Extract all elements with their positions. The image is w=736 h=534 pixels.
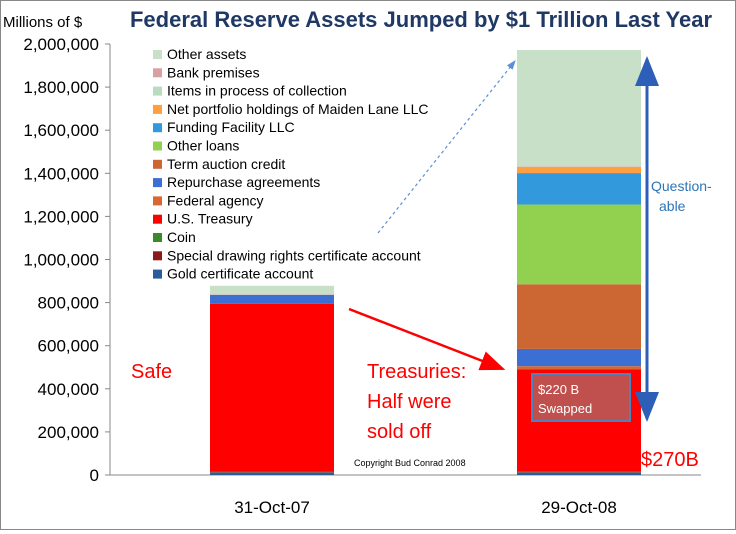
bar-segment: [517, 473, 641, 475]
annotation-safe: Safe: [131, 361, 172, 383]
y-tick-label: 1,200,000: [23, 207, 99, 226]
bar-segment: [517, 173, 641, 204]
legend-entry: Other loans: [167, 138, 239, 154]
bar-segment: [210, 304, 334, 472]
bar-segment: [517, 167, 641, 173]
annotation-treasuries-2: Half were: [367, 391, 451, 413]
legend-entry: Other assets: [167, 46, 246, 62]
annotation-treasuries-1: Treasuries:: [367, 361, 466, 383]
y-tick-label: 2,000,000: [23, 35, 99, 54]
legend-swatch: [153, 160, 162, 169]
bar-segment: [517, 205, 641, 285]
legend-entry: Coin: [167, 229, 196, 245]
bar-segment: [517, 366, 641, 369]
legend-swatch: [153, 215, 162, 224]
bar-segment: [210, 286, 334, 295]
legend: Other assets Bank premises Items in proces…: [153, 46, 429, 282]
bar-segment: [210, 473, 334, 475]
legend-swatch: [153, 87, 162, 96]
legend-swatch: [153, 68, 162, 77]
x-tick-label: 31-Oct-07: [234, 498, 310, 517]
y-tick-label: 400,000: [38, 380, 99, 399]
legend-swatch: [153, 178, 162, 187]
legend-swatch: [153, 233, 162, 242]
annotation-questionable-1: Question-: [651, 178, 712, 194]
bar-segment: [517, 349, 641, 366]
annotation-swapped-2: Swapped: [538, 401, 592, 416]
legend-swatch: [153, 196, 162, 205]
y-ticks: 0 200,000 400,000 600,000 800,000 1,000,000 1,…: [23, 35, 110, 485]
y-tick-label: 1,800,000: [23, 78, 99, 97]
chart-title: Federal Reserve Assets Jumped by $1 Tril…: [130, 7, 712, 32]
legend-swatch: [153, 142, 162, 151]
x-tick-labels: 31-Oct-07 29-Oct-08: [234, 498, 617, 517]
legend-entry: Federal agency: [167, 192, 264, 208]
y-tick-label: 800,000: [38, 294, 99, 313]
y-tick-label: 1,600,000: [23, 121, 99, 140]
y-tick-label: 1,400,000: [23, 164, 99, 183]
bar-segment: [517, 50, 641, 166]
annotation-questionable-2: able: [659, 198, 686, 214]
legend-swatch: [153, 123, 162, 132]
annotation-swapped-1: $220 B: [538, 382, 579, 397]
legend-swatch: [153, 251, 162, 260]
y-tick-label: 0: [90, 466, 99, 485]
annotation-270b: $270B: [641, 449, 699, 471]
legend-entry: Gold certificate account: [167, 266, 313, 282]
legend-swatch: [153, 105, 162, 114]
legend-entry: Items in process of collection: [167, 83, 347, 99]
arrow-treasury-drop: [349, 309, 503, 369]
legend-entry: Funding Facility LLC: [167, 119, 295, 135]
legend-swatch: [153, 50, 162, 59]
legend-entry: Special drawing rights certificate accou…: [167, 247, 421, 263]
legend-entry: U.S. Treasury: [167, 211, 253, 227]
y-tick-label: 1,000,000: [23, 251, 99, 270]
annotation-treasuries-3: sold off: [367, 421, 432, 443]
bar-segment: [210, 295, 334, 304]
legend-entry: Repurchase agreements: [167, 174, 320, 190]
annotation-copyright: Copyright Bud Conrad 2008: [354, 458, 466, 468]
x-tick-label: 29-Oct-08: [541, 498, 617, 517]
arrow-growth-dotted: [378, 61, 515, 233]
legend-swatch: [153, 270, 162, 279]
legend-entry: Bank premises: [167, 64, 260, 80]
y-tick-label: 600,000: [38, 337, 99, 356]
bar-segment: [517, 284, 641, 349]
chart-ylabel: Millions of $: [3, 14, 83, 31]
legend-entry: Net portfolio holdings of Maiden Lane LL…: [167, 101, 429, 117]
legend-entry: Term auction credit: [167, 156, 285, 172]
y-tick-label: 200,000: [38, 423, 99, 442]
